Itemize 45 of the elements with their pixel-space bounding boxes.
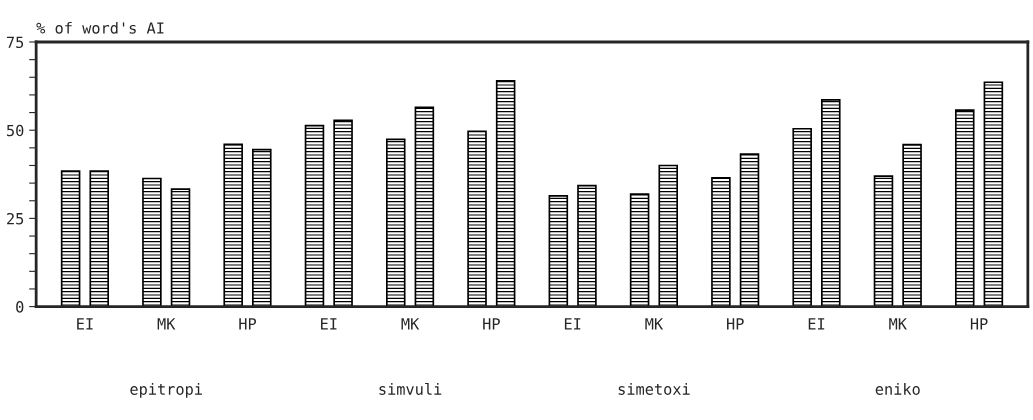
bar (711, 176, 731, 307)
bar (333, 119, 353, 307)
bar (792, 127, 812, 307)
bar (385, 138, 406, 307)
x-tick-label: EI (808, 318, 825, 330)
bar (467, 130, 487, 307)
x-tick-label: MK (645, 318, 664, 330)
bar (170, 188, 191, 307)
x-tick-label: MK (889, 318, 907, 330)
x-tick-label: EI (77, 318, 93, 330)
y-tick-label: 75 (6, 36, 24, 49)
bar (902, 143, 922, 307)
bar (252, 148, 272, 307)
y-tick-label: 0 (16, 301, 24, 313)
bar (89, 170, 110, 307)
y-tick-label: 50 (7, 124, 24, 137)
bar (60, 170, 81, 307)
x-tick-label: EI (564, 318, 581, 330)
x-tick-label: EI (321, 318, 337, 330)
bar (954, 109, 975, 307)
x-tick-label: HP (239, 318, 257, 330)
x-tick-label: HP (727, 318, 744, 330)
y-tick-label: 25 (7, 212, 24, 225)
bar (658, 164, 679, 307)
bar (414, 106, 435, 307)
bar (873, 175, 894, 307)
bar (304, 124, 325, 307)
text: epitropi (130, 383, 202, 398)
x-tick-label: HP (970, 318, 988, 330)
bar (577, 184, 597, 307)
bar (739, 153, 760, 307)
bar (548, 194, 569, 307)
bar (983, 81, 1004, 307)
x-tick-label: MK (401, 318, 420, 330)
y-axis-title: % of word's AI (36, 21, 164, 34)
text: simetoxi (618, 383, 690, 395)
bar (142, 177, 162, 307)
text: simvuli (379, 382, 442, 395)
text: eniko (875, 383, 920, 395)
bar (495, 79, 516, 307)
x-tick-label: HP (483, 318, 500, 330)
bar (629, 193, 650, 307)
x-tick-label: MK (157, 318, 176, 330)
bar (821, 99, 841, 307)
bar (223, 143, 243, 307)
